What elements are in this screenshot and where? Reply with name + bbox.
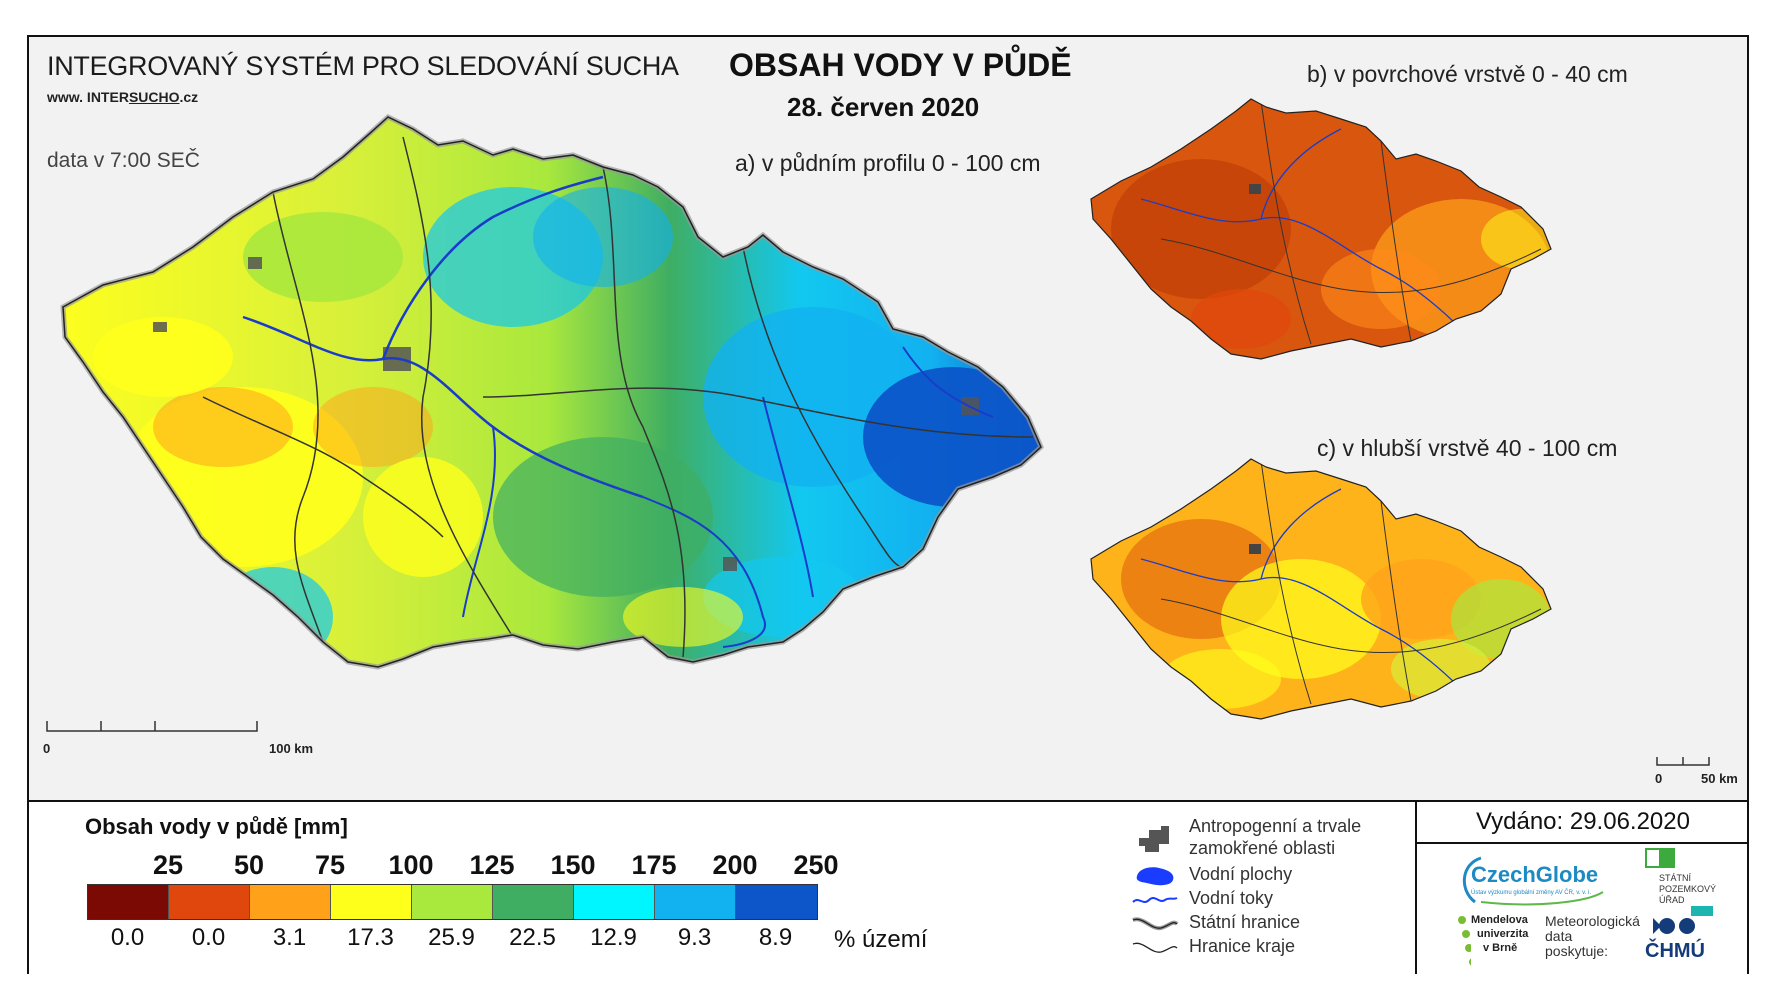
legend-percent-value: 3.1 bbox=[272, 924, 307, 951]
legend-tick-label: 175 bbox=[631, 850, 677, 880]
legend-tick-label: 75 bbox=[314, 850, 346, 880]
map-c-scale-start: 0 bbox=[1655, 771, 1663, 786]
anthropogenic-area-icon bbox=[1139, 826, 1169, 852]
legend-tick-label: 150 bbox=[550, 850, 596, 880]
legend-percent-value: 22.5 bbox=[509, 924, 556, 951]
issued-date: Vydáno: 29.06.2020 bbox=[1417, 802, 1749, 844]
spu-logo: STÁTNÍ POZEMKOVÝ ÚŘAD bbox=[1645, 848, 1717, 916]
issue-box: Vydáno: 29.06.2020 CzechGlobe Ústav výzk… bbox=[1415, 802, 1749, 974]
legend-area: Obsah vody v půdě [mm] 25 50 75 100 125 150 17… bbox=[29, 800, 1749, 974]
legend-percent-value: 25.9 bbox=[428, 924, 475, 951]
legend-title: Obsah vody v půdě [mm] bbox=[85, 814, 348, 839]
water-course-icon bbox=[1132, 897, 1178, 903]
legend-percent-value: 12.9 bbox=[590, 924, 637, 951]
map-b-surface-layer bbox=[1090, 98, 1552, 360]
spu-mark-icon bbox=[1645, 848, 1675, 868]
figure-frame: INTEGROVANÝ SYSTÉM PRO SLEDOVÁNÍ SUCHA w… bbox=[27, 35, 1749, 974]
website-mid: SUCHO bbox=[128, 89, 180, 105]
map-area: INTEGROVANÝ SYSTÉM PRO SLEDOVÁNÍ SUCHA w… bbox=[29, 37, 1747, 800]
map-a-scale-end: 100 km bbox=[269, 741, 314, 756]
mendel-university-logo: Mendelova univerzita v Brně bbox=[1457, 914, 1547, 970]
legend-tick-label: 200 bbox=[712, 850, 758, 880]
legend-tick-label: 50 bbox=[233, 850, 265, 880]
chmu-mark-icon bbox=[1653, 918, 1695, 934]
legend-percent-value: 0.0 bbox=[110, 924, 145, 951]
met-line1: Meteorologická bbox=[1545, 913, 1640, 929]
mendel-line1: Mendelova bbox=[1471, 914, 1528, 926]
map-c-scale-bar bbox=[1656, 757, 1710, 766]
legend-tick-label: 125 bbox=[469, 850, 515, 880]
symbol-state-border-label: Státní hranice bbox=[1189, 912, 1301, 932]
region-border-icon bbox=[1132, 942, 1178, 953]
map-c-title: c) v hlubší vrstvě 40 - 100 cm bbox=[1317, 435, 1618, 461]
mendel-line2: univerzita bbox=[1477, 928, 1529, 940]
symbol-water-courses-label: Vodní toky bbox=[1189, 888, 1274, 908]
map-a-scale-start: 0 bbox=[43, 741, 51, 756]
legend-tick-label: 25 bbox=[152, 850, 184, 880]
map-a-scale-bar bbox=[46, 721, 258, 732]
main-title: OBSAH VODY V PŮDĚ bbox=[729, 47, 1072, 83]
legend-percent-value: 0.0 bbox=[191, 924, 226, 951]
legend-percent-value: 9.3 bbox=[677, 924, 712, 951]
system-title: INTEGROVANÝ SYSTÉM PRO SLEDOVÁNÍ SUCHA bbox=[47, 51, 679, 81]
legend-color-box bbox=[412, 885, 493, 919]
website-prefix: www. INTER bbox=[47, 89, 129, 105]
symbol-anthropogenic-line2: zamokřené oblasti bbox=[1189, 838, 1336, 858]
map-a-title: a) v půdním profilu 0 - 100 cm bbox=[735, 150, 1041, 176]
website-link[interactable]: www. INTERSUCHO.cz bbox=[47, 89, 198, 105]
spu-teal-bar-icon bbox=[1691, 906, 1713, 916]
symbol-region-border-label: Hranice kraje bbox=[1189, 936, 1296, 956]
map-c-deep-layer bbox=[1090, 458, 1552, 720]
map-a-soil-profile bbox=[60, 114, 1045, 670]
legend-tick-label: 250 bbox=[793, 850, 839, 880]
czechglobe-text: CzechGlobe bbox=[1471, 862, 1599, 887]
legend-color-box bbox=[736, 885, 817, 919]
legend-color-box bbox=[493, 885, 574, 919]
spu-line1: STÁTNÍ bbox=[1659, 873, 1692, 883]
legend-color-box bbox=[250, 885, 331, 919]
symbol-water-bodies-label: Vodní plochy bbox=[1189, 864, 1293, 884]
legend-tick-label: 100 bbox=[388, 850, 434, 880]
symbol-anthropogenic-line1: Antropogenní a trvale bbox=[1189, 816, 1362, 836]
legend-color-box bbox=[331, 885, 412, 919]
mendel-line3: v Brně bbox=[1483, 942, 1518, 954]
legend-percent-value: 17.3 bbox=[347, 924, 394, 951]
legend-percent-label: % území bbox=[834, 926, 928, 953]
czechglobe-arc-icon bbox=[1462, 856, 1604, 906]
czechglobe-subtext: Ústav výzkumu globální změny AV ČR, v. v… bbox=[1471, 890, 1592, 896]
website-suffix: .cz bbox=[179, 89, 199, 105]
map-b-title: b) v povrchové vrstvě 0 - 40 cm bbox=[1307, 61, 1628, 87]
met-line2: data bbox=[1545, 928, 1573, 944]
main-date: 28. červen 2020 bbox=[787, 92, 980, 122]
map-c-scale-end: 50 km bbox=[1701, 771, 1738, 786]
mendel-dots-icon bbox=[1458, 916, 1471, 966]
state-border-icon bbox=[1132, 917, 1179, 931]
legend-percent-value: 8.9 bbox=[758, 924, 793, 951]
legend-color-box bbox=[655, 885, 736, 919]
legend-ticks: 25 50 75 100 125 150 175 200 250 bbox=[85, 850, 845, 884]
chmu-block: Meteorologická data poskytuje: ČHMÚ bbox=[1545, 914, 1745, 970]
met-line3: poskytuje: bbox=[1545, 943, 1609, 959]
water-body-icon bbox=[1136, 867, 1174, 886]
spu-line3: ÚŘAD bbox=[1659, 895, 1685, 905]
chmu-text: ČHMÚ bbox=[1645, 940, 1705, 962]
legend-colorbar bbox=[87, 884, 818, 920]
legend-color-box bbox=[169, 885, 250, 919]
legend-color-box bbox=[574, 885, 655, 919]
spu-line2: POZEMKOVÝ bbox=[1659, 884, 1717, 894]
legend-color-box bbox=[88, 885, 169, 919]
data-time: data v 7:00 SEČ bbox=[47, 149, 200, 172]
